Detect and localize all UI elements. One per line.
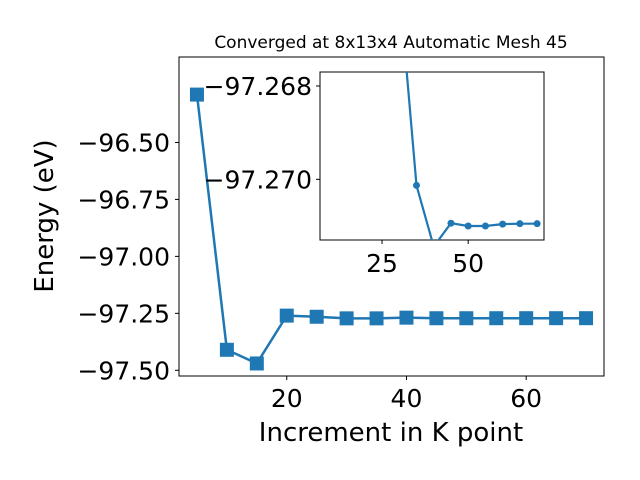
main-y-tick-label: −96.50 [77, 128, 170, 157]
inset-data-point [533, 220, 541, 228]
main-data-point [489, 311, 504, 326]
main-data-point [309, 309, 324, 324]
main-data-point [429, 311, 444, 326]
main-data-point [549, 311, 564, 326]
inset-data-point [516, 220, 524, 228]
main-data-point [279, 308, 294, 323]
main-data-point [579, 311, 594, 326]
inset-frame [319, 71, 545, 241]
chart-title: Converged at 8x13x4 Automatic Mesh 45 [214, 33, 567, 53]
inset-data-point [464, 222, 472, 230]
x-axis-label: Increment in K point [259, 418, 523, 448]
main-x-tick-label: 20 [271, 384, 303, 413]
main-data-point [249, 356, 264, 371]
main-data-point [219, 342, 234, 357]
main-data-point [369, 311, 384, 326]
main-y-tick-label: −97.25 [77, 299, 170, 328]
main-x-tick-label: 60 [510, 384, 542, 413]
main-data-point [519, 311, 534, 326]
inset-data-point [412, 181, 420, 189]
main-data-point [399, 310, 414, 325]
main-y-tick-label: −97.00 [77, 242, 170, 271]
inset-x-tick-label: 50 [452, 249, 484, 278]
inset-y-tick-label: −97.270 [204, 165, 312, 194]
main-y-tick-label: −97.50 [77, 356, 170, 385]
inset-data-point [499, 220, 507, 228]
inset-data-point [447, 219, 455, 227]
y-axis-label: Energy (eV) [30, 139, 60, 292]
main-data-point [189, 87, 204, 102]
main-x-tick-label: 40 [391, 384, 423, 413]
inset-data-point [481, 222, 489, 230]
inset-y-tick-label: −97.268 [204, 72, 312, 101]
inset-x-tick-label: 25 [366, 249, 398, 278]
main-y-tick-label: −96.75 [77, 185, 170, 214]
main-data-point [339, 311, 354, 326]
inset-plot: 25 50 −97.270 −97.268 [204, 71, 545, 278]
main-data-point [459, 311, 474, 326]
